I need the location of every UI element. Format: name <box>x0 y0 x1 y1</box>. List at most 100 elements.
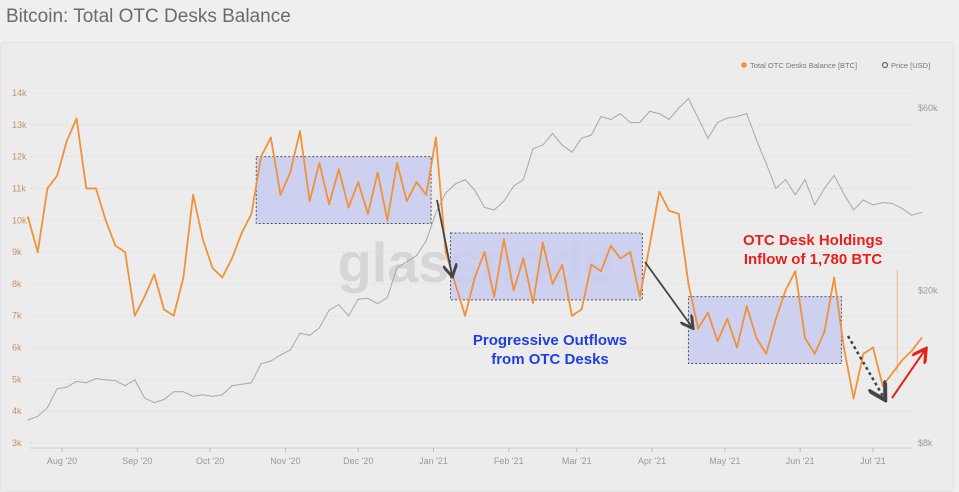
price-point <box>513 185 515 187</box>
balance-point <box>396 162 398 164</box>
price-point <box>814 204 816 206</box>
balance-point <box>56 174 59 177</box>
arrow-down-2 <box>644 261 692 327</box>
balance-point <box>143 295 146 298</box>
annotation-arrows <box>436 199 925 398</box>
outflows-label-line2: from OTC Desks <box>491 351 609 368</box>
balance-point <box>736 346 738 349</box>
price-point <box>775 187 777 189</box>
balance-point <box>163 308 165 311</box>
balance-point <box>638 295 641 298</box>
price-point <box>678 107 680 109</box>
x-tick-label: Feb '21 <box>494 456 524 466</box>
balance-point <box>745 305 748 308</box>
balance-point <box>114 244 117 247</box>
balance-point <box>299 130 301 133</box>
x-tick-label: Dec '20 <box>343 456 373 466</box>
balance-point <box>881 384 884 387</box>
balance-point <box>755 337 758 339</box>
price-point <box>891 202 893 204</box>
balance-point <box>765 353 768 355</box>
balance-point <box>318 162 321 164</box>
price-point <box>66 386 68 388</box>
balance-point <box>260 155 263 158</box>
balance-point <box>95 187 97 190</box>
balance-point <box>376 171 379 174</box>
x-tick-label: Sep '20 <box>122 456 152 466</box>
x-tick-label: Jan '21 <box>419 456 448 466</box>
price-point <box>503 200 505 202</box>
y-right-tick-label: $8k <box>918 438 933 448</box>
price-point <box>804 179 806 181</box>
price-point <box>46 407 48 409</box>
balance-point <box>804 337 806 339</box>
price-point <box>202 394 204 396</box>
balance-point <box>182 276 185 279</box>
balance-point <box>697 327 700 330</box>
balance-point <box>532 302 534 304</box>
balance-point <box>328 203 330 206</box>
price-point <box>328 309 330 311</box>
balance-point <box>308 200 311 203</box>
balance-point <box>561 263 564 266</box>
balance-point <box>347 206 350 209</box>
price-point <box>551 132 553 134</box>
price-point <box>367 297 369 299</box>
balance-point <box>600 270 602 273</box>
price-point <box>299 332 301 334</box>
price-point <box>464 179 466 181</box>
price-point <box>765 162 767 164</box>
price-point <box>853 209 855 211</box>
balance-point <box>250 213 253 215</box>
legend-price-label[interactable]: Price [USD] <box>891 61 930 70</box>
balance-point <box>920 337 923 339</box>
balance-point <box>891 372 894 374</box>
balance-point <box>435 136 437 139</box>
price-point <box>270 360 272 362</box>
price-point <box>649 110 651 112</box>
balance-point <box>211 267 214 269</box>
price-point <box>425 240 427 242</box>
balance-point <box>813 353 816 355</box>
y-left-tick-label: 3k <box>12 438 22 448</box>
price-point <box>114 380 116 382</box>
balance-point <box>473 276 476 279</box>
price-point <box>590 134 592 136</box>
balance-point <box>279 193 282 196</box>
price-point <box>153 402 155 404</box>
price-point <box>163 399 165 401</box>
price-point <box>658 113 660 115</box>
price-point <box>124 385 126 387</box>
price-point <box>212 395 214 397</box>
price-point <box>639 121 641 123</box>
price-point <box>231 385 233 387</box>
legend: Total OTC Desks Balance [BTC] Price [USD… <box>741 61 930 70</box>
balance-point <box>201 238 204 241</box>
balance-point <box>551 283 554 285</box>
price-point <box>357 298 359 300</box>
balance-point <box>541 241 544 244</box>
price-point <box>396 266 398 268</box>
balance-point <box>590 263 593 266</box>
balance-point <box>153 273 156 276</box>
price-point <box>746 113 748 115</box>
balance-point <box>872 346 874 349</box>
y-left-tick-label: 13k <box>12 120 27 130</box>
balance-point <box>571 314 573 317</box>
price-point <box>629 121 631 123</box>
balance-point <box>444 251 447 253</box>
price-point <box>882 201 884 203</box>
legend-balance-label[interactable]: Total OTC Desks Balance [BTC] <box>750 61 857 70</box>
price-point <box>610 118 612 120</box>
balance-point <box>192 193 195 196</box>
balance-point <box>357 181 360 183</box>
price-point <box>435 212 437 214</box>
balance-point <box>221 276 224 279</box>
balance-point <box>580 308 583 311</box>
y-left-tick-label: 14k <box>12 88 27 98</box>
price-point <box>697 117 699 119</box>
price-point <box>105 379 107 381</box>
price-point <box>532 148 534 150</box>
price-point <box>454 183 456 185</box>
y-left-tick-label: 8k <box>12 279 22 289</box>
